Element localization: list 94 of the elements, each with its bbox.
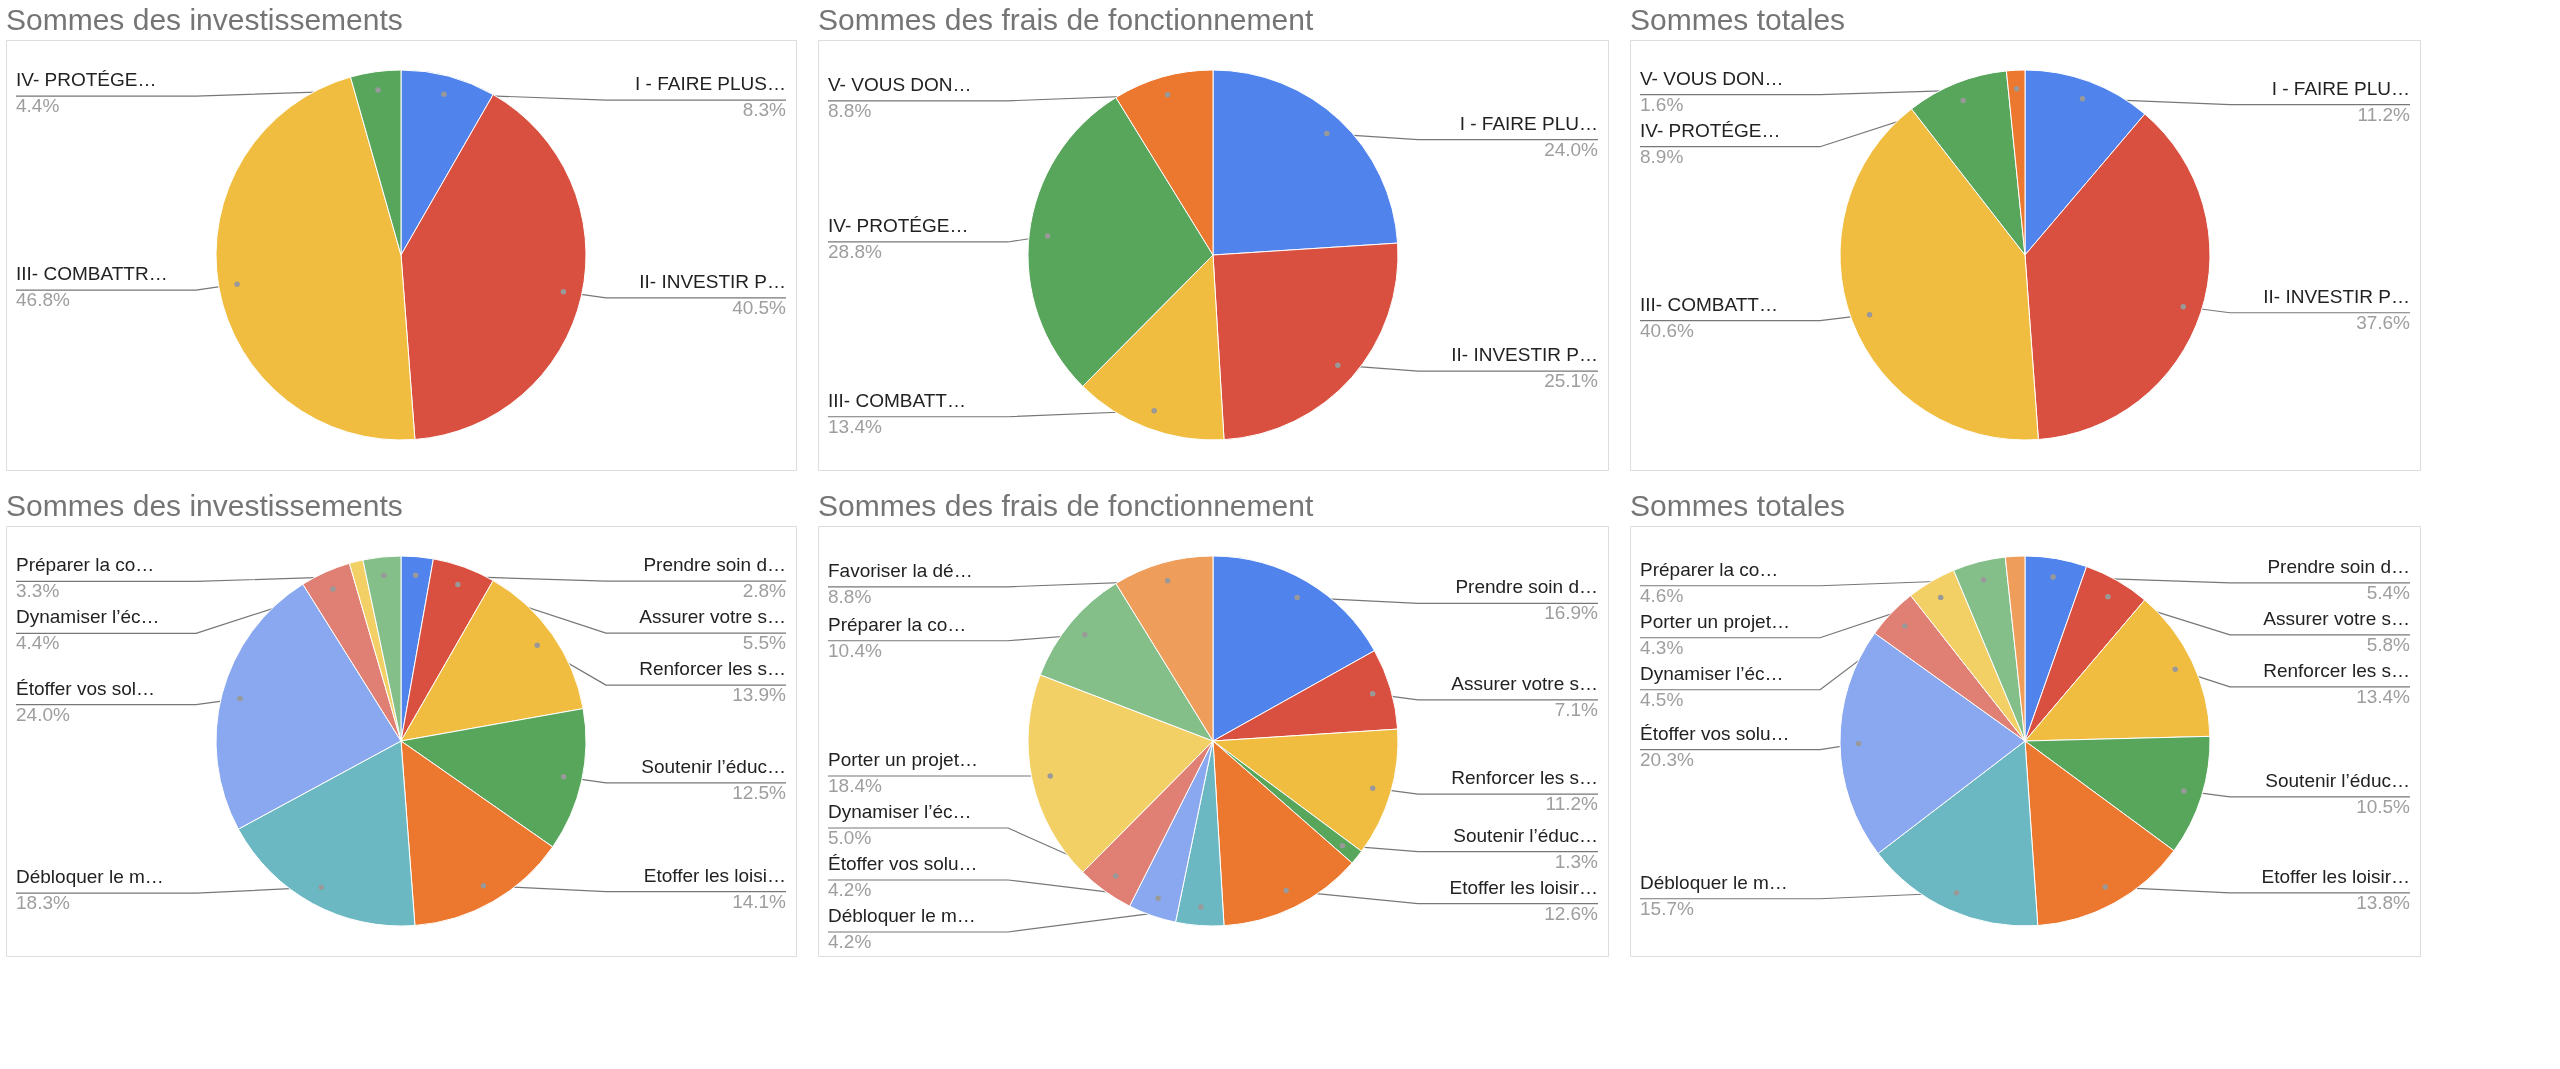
data-label: 7.1% xyxy=(1554,698,1599,720)
data-label: 24.0% xyxy=(1544,138,1599,160)
data-label: 8.8% xyxy=(828,585,872,607)
slice-label: Étoffer vos solu… xyxy=(828,853,978,874)
data-label: 14.1% xyxy=(732,890,787,912)
slice-label: III- COMBATTR… xyxy=(16,263,168,285)
data-label: 20.3% xyxy=(1640,748,1694,770)
data-label: 8.8% xyxy=(828,99,872,121)
slice-label: Assurer votre s… xyxy=(2263,607,2410,629)
slice-label: Dynamiser l’éc… xyxy=(828,801,972,822)
slice-label: Étoffer vos sol… xyxy=(16,677,156,699)
slice-label: V- VOUS DON… xyxy=(828,73,972,95)
data-label: 4.3% xyxy=(1640,636,1684,658)
slice-label: II- INVESTIR P… xyxy=(639,270,786,292)
slice-label: Soutenir l’éduc… xyxy=(641,755,786,777)
data-label: 28.8% xyxy=(828,240,882,262)
data-label: 12.5% xyxy=(732,781,787,803)
slice-label: I - FAIRE PLU… xyxy=(2271,77,2410,99)
data-label: 8.3% xyxy=(742,99,787,121)
slice-label: I - FAIRE PLUS… xyxy=(635,73,786,95)
data-label: 5.8% xyxy=(2366,633,2411,655)
data-label: 11.2% xyxy=(2357,103,2411,125)
data-label: 25.1% xyxy=(1544,370,1599,392)
slice-label: IV- PROTÉGE… xyxy=(828,214,969,236)
data-label: 4.4% xyxy=(16,95,60,117)
slice-label: Préparer la co… xyxy=(1640,558,1779,580)
slice-label: Préparer la co… xyxy=(828,613,967,635)
data-label: 16.9% xyxy=(1544,602,1599,624)
slice-label: Prendre soin d… xyxy=(2267,555,2410,577)
slice-label: Porter un projet… xyxy=(1640,610,1790,632)
slice-label: Prendre soin d… xyxy=(643,554,786,576)
data-label: 4.6% xyxy=(1640,584,1684,606)
slice-label: Renforcer les s… xyxy=(2263,659,2410,681)
slice-label: Etoffer les loisir… xyxy=(2261,865,2410,887)
data-label: 10.4% xyxy=(828,639,882,661)
slice-label: Porter un projet… xyxy=(828,749,978,770)
chart-title: Sommes des frais de fonctionnement xyxy=(818,489,1314,522)
data-label: 11.2% xyxy=(1545,793,1599,815)
slice-label: Etoffer les loisi… xyxy=(643,864,786,886)
data-label: 13.8% xyxy=(2356,891,2411,913)
chart-title: Sommes totales xyxy=(1630,3,1846,36)
data-label: 5.0% xyxy=(828,827,872,848)
slice-label: Étoffer vos solu… xyxy=(1640,722,1790,744)
data-label: 4.2% xyxy=(828,931,872,952)
slice-label: III- COMBATT… xyxy=(828,389,966,411)
slice-label: Préparer la co… xyxy=(16,554,155,576)
data-label: 1.6% xyxy=(1640,93,1684,115)
data-label: 5.5% xyxy=(742,632,787,654)
slice-label: II- INVESTIR P… xyxy=(1451,344,1598,366)
slice-label: Assurer votre s… xyxy=(639,606,786,628)
chart-title: Sommes des frais de fonctionnement xyxy=(818,3,1314,36)
slice-label: Favoriser la dé… xyxy=(828,559,973,581)
data-label: 4.4% xyxy=(16,632,60,654)
data-label: 13.4% xyxy=(2356,685,2411,707)
data-label: 13.9% xyxy=(732,684,787,706)
slice-label: Etoffer les loisir… xyxy=(1449,876,1598,898)
data-label: 12.6% xyxy=(1544,902,1599,924)
data-label: 2.8% xyxy=(742,580,787,602)
data-label: 13.4% xyxy=(828,415,882,437)
slice-label: Soutenir l’éduc… xyxy=(1453,824,1598,846)
slice-label: III- COMBATT… xyxy=(1640,293,1778,315)
data-label: 1.3% xyxy=(1554,850,1599,872)
slice-label: Débloquer le m… xyxy=(828,905,976,926)
slice-label: Dynamiser l’éc… xyxy=(1640,662,1784,684)
data-label: 15.7% xyxy=(1640,897,1694,919)
chart-title: Sommes totales xyxy=(1630,489,1846,522)
data-label: 40.6% xyxy=(1640,319,1694,341)
slice-label: Renforcer les s… xyxy=(639,658,786,680)
chart-title: Sommes des investissements xyxy=(6,489,403,522)
slice-label: Dynamiser l’éc… xyxy=(16,606,160,628)
data-label: 5.4% xyxy=(2366,581,2411,603)
data-label: 24.0% xyxy=(16,703,70,725)
data-label: 4.5% xyxy=(1640,688,1684,710)
slice-label: Prendre soin d… xyxy=(1455,576,1598,598)
slice-label: Renforcer les s… xyxy=(1451,767,1598,789)
slice-label: Assurer votre s… xyxy=(1451,672,1598,694)
data-label: 40.5% xyxy=(732,296,787,318)
data-label: 10.5% xyxy=(2356,795,2411,817)
slice-label: V- VOUS DON… xyxy=(1640,67,1784,89)
slice-label: I - FAIRE PLU… xyxy=(1459,112,1598,134)
data-label: 18.4% xyxy=(828,775,882,796)
data-label: 4.2% xyxy=(828,879,872,900)
chart-title: Sommes des investissements xyxy=(6,3,403,36)
slice-label: II- INVESTIR P… xyxy=(2263,285,2410,307)
slice-label: IV- PROTÉGE… xyxy=(16,69,157,91)
data-label: 37.6% xyxy=(2356,311,2411,333)
slice-label: IV- PROTÉGE… xyxy=(1640,119,1781,141)
data-label: 3.3% xyxy=(16,580,60,602)
slice-label: Soutenir l’éduc… xyxy=(2265,769,2410,791)
data-label: 18.3% xyxy=(16,892,70,914)
data-label: 46.8% xyxy=(16,289,70,311)
slice-label: Débloquer le m… xyxy=(1640,871,1788,893)
data-label: 8.9% xyxy=(1640,145,1684,167)
slice-label: Débloquer le m… xyxy=(16,866,164,888)
